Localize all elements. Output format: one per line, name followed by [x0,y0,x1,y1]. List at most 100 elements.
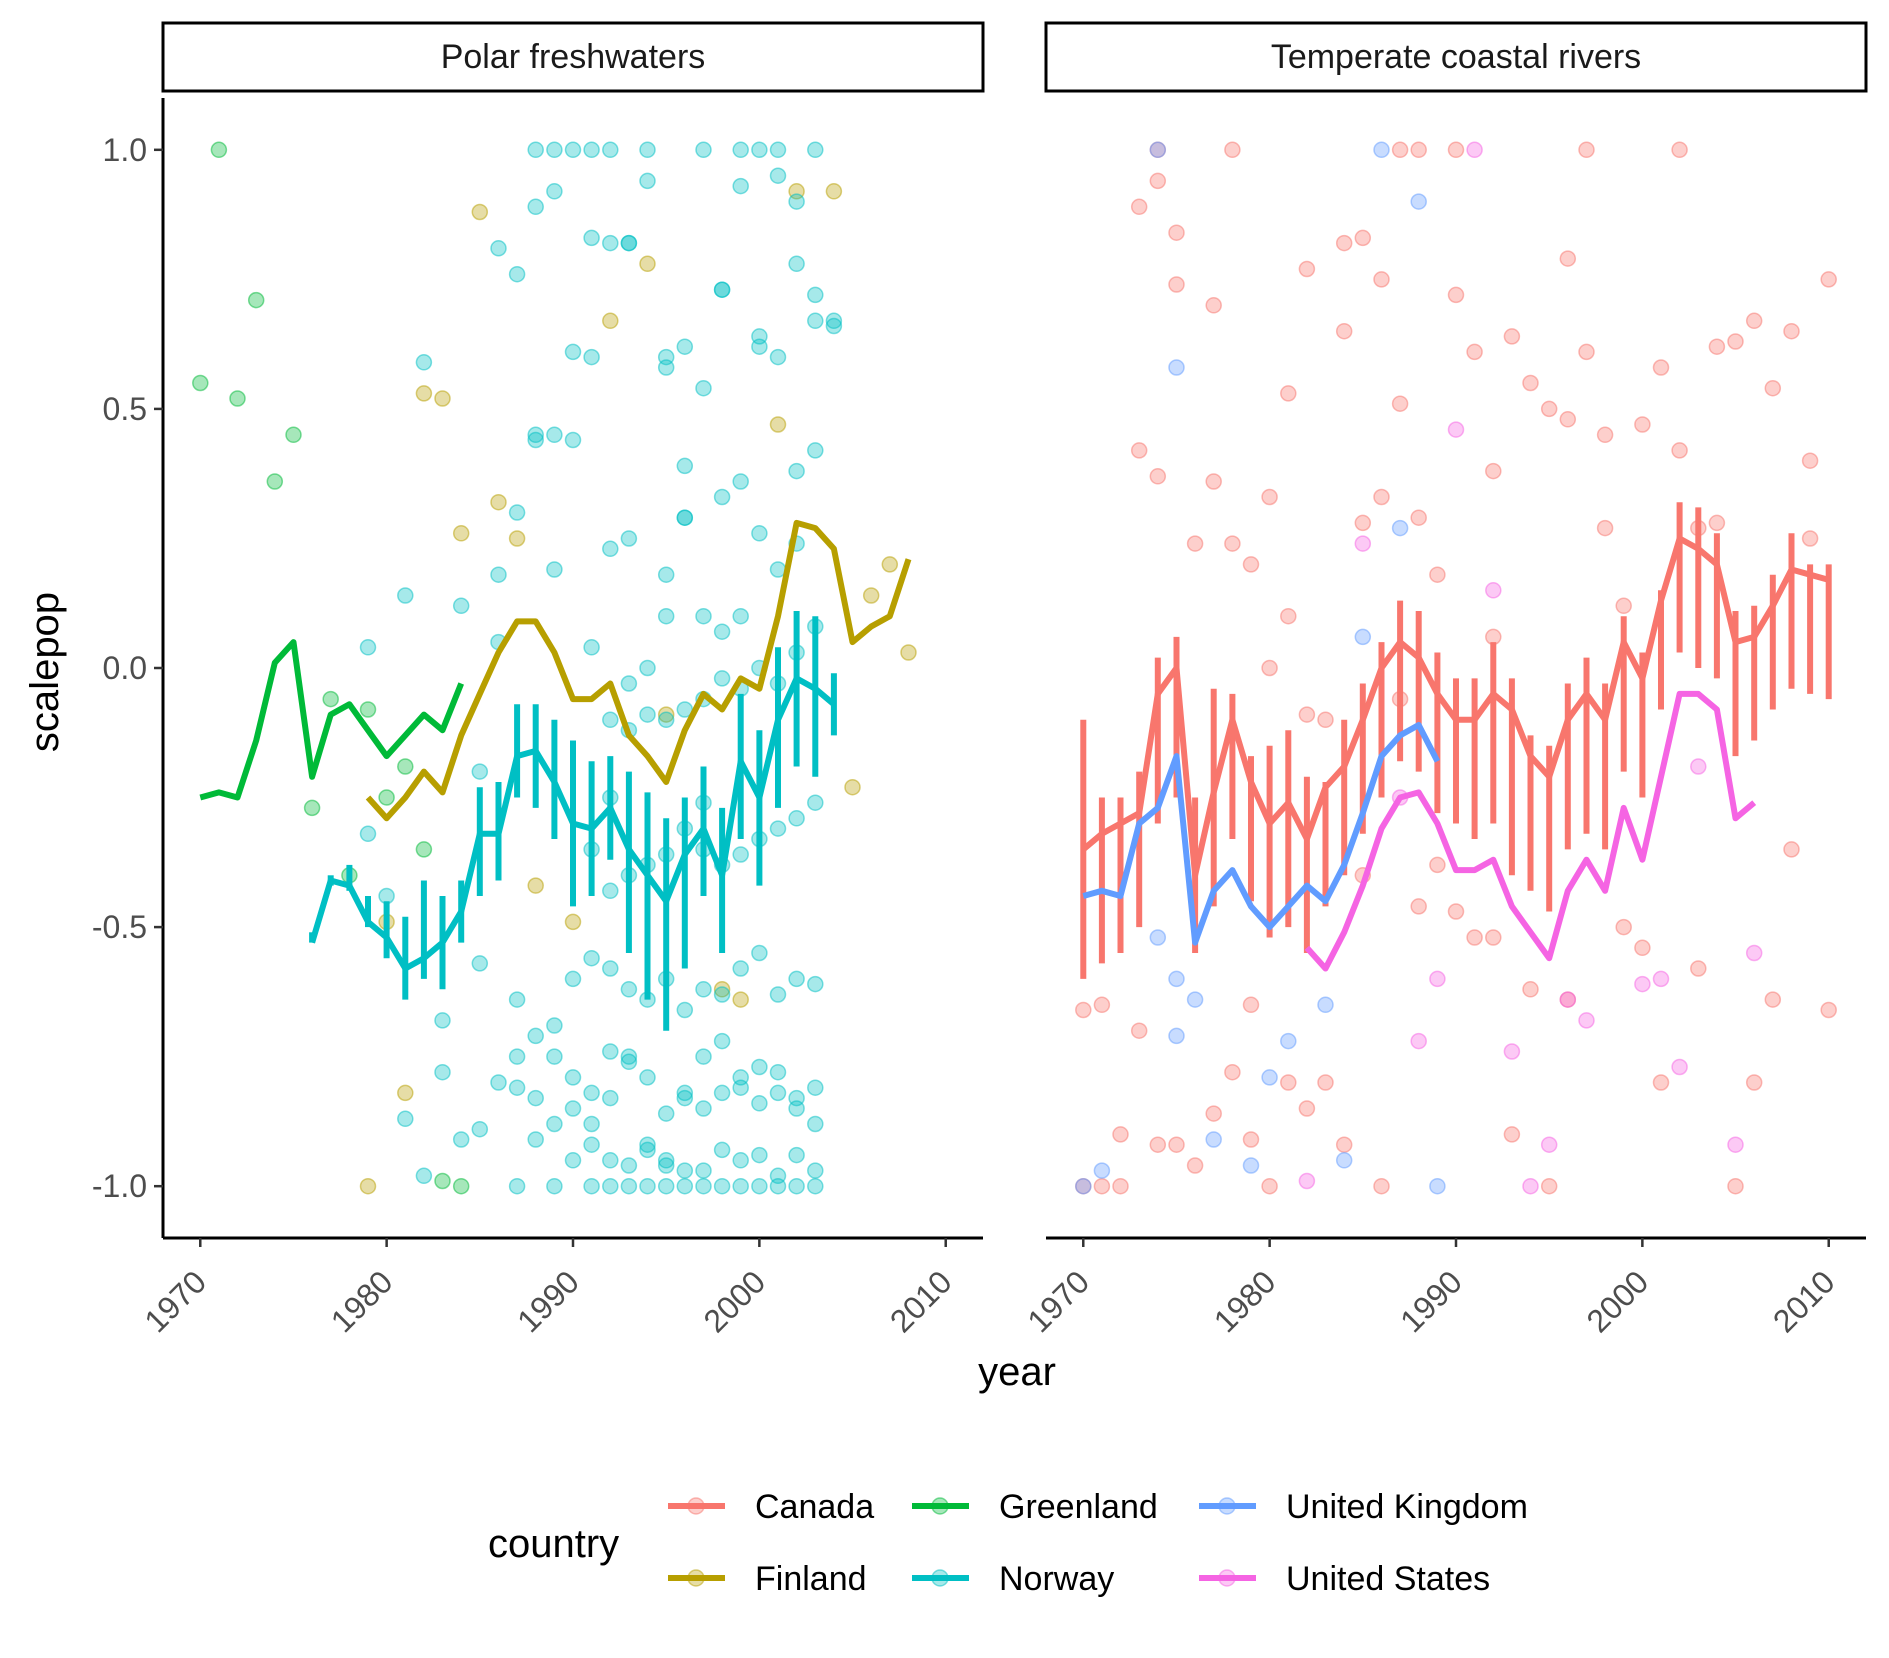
point-united-states [1559,991,1577,1008]
point-norway [490,566,507,583]
point-norway [788,1146,805,1164]
point-greenland [266,473,284,490]
point-canada [1615,597,1632,615]
legend-label: Norway [999,1560,1114,1598]
point-united-kingdom [1280,1032,1297,1050]
point-greenland [452,1177,470,1195]
point-norway [620,981,638,998]
point-united-kingdom [1410,193,1427,210]
point-norway [359,825,377,843]
point-norway [602,711,619,729]
point-norway [695,141,712,159]
y-tick-label: -1.0 [92,1168,147,1204]
y-axis-title: scalepop [23,592,67,752]
point-norway [583,639,600,656]
point-canada [1335,322,1353,340]
point-norway [769,1084,787,1102]
line-united-states [1304,690,1757,972]
point-norway [639,1141,656,1159]
point-united-states [1485,582,1502,599]
point-norway [676,1177,694,1195]
point-canada [1205,473,1222,490]
point-norway [751,944,768,962]
point-canada [1373,488,1390,506]
point-norway [527,426,544,444]
point-canada [1335,1136,1353,1153]
point-norway [695,1162,712,1179]
point-united-states [1745,944,1763,962]
point-norway [676,509,694,526]
point-united-states [1298,1172,1316,1190]
point-canada [1280,607,1297,625]
legend-entry-united-kingdom: United Kingdom [1199,1488,1528,1526]
point-norway [676,1084,694,1102]
panel-strip-polar: Polar freshwaters [161,21,985,93]
y-tick-label: -0.5 [92,909,147,945]
point-norway [602,1177,619,1195]
point-norway [546,426,563,444]
point-norway [657,711,675,729]
point-norway [713,1177,731,1195]
panel-title-polar: Polar freshwaters [441,38,706,76]
point-united-kingdom [1149,929,1167,946]
point-canada [1783,322,1800,340]
point-norway [751,1146,768,1164]
point-united-states [1690,758,1707,775]
legend-label: Canada [755,1488,874,1526]
legend-entry-greenland: Greenland [912,1488,1158,1526]
point-canada [1298,1100,1316,1117]
point-norway [732,607,749,625]
point-united-states [1522,1177,1539,1195]
legend-key-point [687,1569,705,1587]
point-canada [1130,1022,1148,1039]
point-united-kingdom [1186,991,1204,1008]
x-tick-label: 2010 [1766,1263,1842,1339]
point-canada [1168,276,1185,293]
point-norway [825,312,843,330]
point-canada [1708,514,1726,532]
point-norway [564,1069,582,1086]
point-norway [732,177,749,195]
point-norway [732,1079,749,1096]
point-greenland [192,374,209,392]
point-united-states [1540,1136,1558,1153]
point-canada [1242,1131,1260,1148]
point-norway [564,141,582,159]
point-canada [1242,996,1260,1014]
point-united-kingdom [1075,1177,1092,1195]
line-united-kingdom [1082,722,1441,946]
point-norway [508,265,526,283]
point-greenland [247,291,265,309]
point-greenland [322,690,339,708]
point-norway [713,670,731,687]
point-canada [1429,566,1446,583]
point-norway [769,1063,787,1081]
point-norway [807,312,824,330]
point-canada [1168,224,1185,241]
point-norway [769,1177,787,1195]
point-canada [1578,141,1595,159]
point-norway [564,1152,582,1169]
point-norway [639,1136,656,1153]
legend-entry-canada: Canada [668,1488,874,1526]
point-canada [1205,1105,1222,1122]
panel-polar-freshwaters [192,141,917,1195]
point-canada [1578,343,1595,361]
point-norway [471,1120,489,1138]
point-norway [415,1167,433,1185]
point-norway [546,1048,563,1065]
point-norway [657,1157,675,1174]
point-norway [807,141,824,159]
point-norway [490,1074,507,1091]
point-united-kingdom [1168,359,1185,376]
point-canada [1485,462,1502,480]
point-norway [602,540,619,558]
point-united-states [1447,421,1465,438]
points-united-kingdom [1075,141,1446,1195]
point-united-kingdom [1168,1027,1185,1045]
point-norway [527,1131,544,1148]
point-canada [1205,297,1222,314]
legend-label: Finland [755,1560,867,1598]
point-finland [564,913,582,931]
point-norway [751,1177,768,1195]
